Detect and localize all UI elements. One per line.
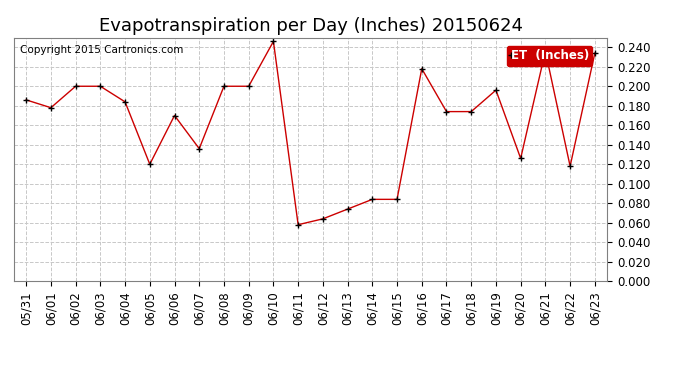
- ET  (Inches): [244, 84, 253, 88]
- ET  (Inches): [294, 222, 302, 227]
- ET  (Inches): [517, 156, 525, 160]
- Legend: ET  (Inches): ET (Inches): [507, 46, 593, 66]
- ET  (Inches): [344, 207, 352, 212]
- Text: Copyright 2015 Cartronics.com: Copyright 2015 Cartronics.com: [20, 45, 183, 55]
- ET  (Inches): [393, 197, 401, 202]
- ET  (Inches): [146, 162, 154, 166]
- Line: ET  (Inches): ET (Inches): [23, 38, 598, 228]
- ET  (Inches): [170, 113, 179, 118]
- ET  (Inches): [541, 49, 549, 53]
- ET  (Inches): [442, 110, 451, 114]
- ET  (Inches): [417, 66, 426, 71]
- ET  (Inches): [47, 105, 55, 110]
- ET  (Inches): [195, 146, 204, 151]
- ET  (Inches): [319, 217, 327, 221]
- ET  (Inches): [368, 197, 377, 202]
- ET  (Inches): [269, 39, 277, 44]
- ET  (Inches): [96, 84, 104, 88]
- ET  (Inches): [72, 84, 80, 88]
- ET  (Inches): [467, 110, 475, 114]
- ET  (Inches): [220, 84, 228, 88]
- ET  (Inches): [22, 98, 30, 102]
- ET  (Inches): [591, 51, 599, 56]
- ET  (Inches): [492, 88, 500, 92]
- ET  (Inches): [121, 100, 129, 104]
- ET  (Inches): [566, 164, 574, 168]
- Title: Evapotranspiration per Day (Inches) 20150624: Evapotranspiration per Day (Inches) 2015…: [99, 16, 522, 34]
